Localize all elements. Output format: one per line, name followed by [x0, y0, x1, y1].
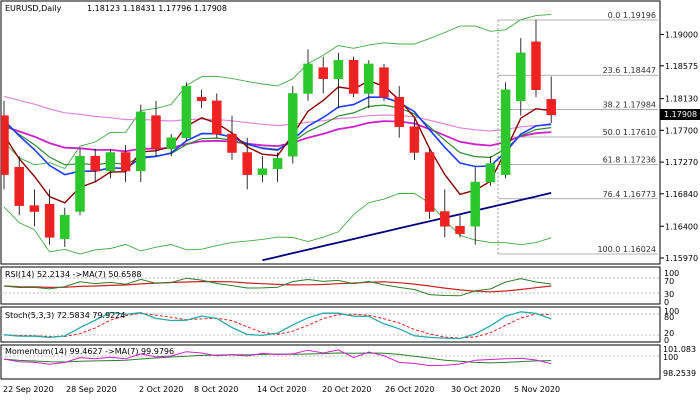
main-price-panel: 0.0 1.19196 23.6 1.18447 38.2 1.17984 50.0 … [0, 0, 661, 265]
stoch-axis-100: 100 [664, 307, 679, 316]
stoch-signal-line [3, 312, 552, 339]
bearish-candle [531, 41, 541, 91]
date-label: 8 Oct 2020 [194, 385, 238, 394]
date-label: 22 Sep 2020 [3, 385, 54, 394]
bullish-candle [516, 52, 526, 102]
bearish-candle [151, 115, 161, 150]
price-axis-label: 1.16840 [665, 190, 698, 199]
price-axis-label: 1.17700 [665, 126, 698, 135]
momentum-line [3, 349, 552, 367]
stoch-axis-20: 20 [664, 329, 674, 338]
rsi-label: RSI(14) 52.2134 ->MA(7) 50.6588 [5, 270, 142, 279]
fib-level-label: 61.8 1.17236 [603, 156, 656, 165]
bearish-candle [227, 133, 237, 153]
bullish-candle [105, 152, 116, 172]
bearish-candle [44, 203, 55, 238]
bearish-candle [440, 211, 450, 227]
date-label: 30 Oct 2020 [451, 385, 500, 394]
fib-level-label: 50.0 1.17610 [603, 128, 656, 137]
bearish-candle [14, 167, 24, 206]
bullish-candle [136, 111, 146, 172]
price-axis-label: 1.15970 [665, 254, 698, 263]
rsi-axis-70: 70 [664, 277, 674, 286]
bearish-candle [212, 100, 222, 135]
bearish-candle [424, 152, 435, 212]
price-axis-label: 1.19000 [665, 30, 698, 39]
bullish-candle [257, 168, 268, 175]
date-label: 28 Sep 2020 [66, 385, 117, 394]
bearish-candle [90, 155, 100, 172]
bullish-candle [485, 163, 496, 183]
fib-level-label: 23.6 1.18447 [603, 66, 656, 75]
bullish-candle [272, 158, 283, 169]
rsi-axis-0: 0 [664, 298, 669, 307]
current-price-badge-box [660, 109, 700, 120]
current-price-badge-text: 1.17908 [664, 110, 697, 119]
momentum-axis-982539: 98.2539 [663, 369, 696, 378]
bullish-candle [303, 63, 313, 94]
date-axis: 22 Sep 2020 28 Sep 2020 2 Oct 2020 8 Oct… [3, 385, 560, 394]
rsi-axis-100: 100 [664, 269, 679, 278]
momentum-panel-border [0, 344, 661, 380]
bearish-candle [242, 152, 252, 175]
fib-level-label: 100.0 1.16024 [597, 245, 656, 254]
price-axis-label: 1.18130 [665, 95, 698, 104]
date-label: 2 Oct 2020 [139, 385, 183, 394]
bollinger-upper-line [3, 13, 552, 170]
bullish-candle [500, 89, 511, 175]
stoch-main-line [3, 311, 552, 340]
price-axis-label: 1.18575 [665, 62, 698, 71]
rsi-panel: RSI(14) 52.2134 ->MA(7) 50.6588 100 70 3… [0, 266, 679, 307]
rsi-line [3, 277, 552, 297]
stoch-axis-80: 80 [664, 313, 674, 322]
bullish-candle [60, 214, 70, 240]
momentum-axis-101083: 101.083 [663, 345, 696, 354]
bullish-candle [181, 85, 192, 138]
bearish-candle [546, 99, 556, 116]
bearish-candle [455, 226, 465, 234]
ma-navy-line [262, 192, 552, 262]
momentum-axis-100: 100 [663, 353, 678, 362]
momentum-panel: Momentum(14) 99.4627 ->MA(7) 99.9796 101… [0, 344, 696, 380]
bearish-candle [196, 96, 207, 102]
date-label: 20 Oct 2020 [322, 385, 371, 394]
bullish-candle [166, 137, 176, 150]
fib-level-label: 38.2 1.17984 [603, 100, 656, 109]
fib-level-label: 76.4 1.16773 [603, 190, 656, 199]
price-axis: 1.19000 1.18575 1.18130 1.17700 1.17270 1.168… [660, 30, 698, 263]
current-price-badge: 1.17908 [660, 109, 700, 120]
bullish-candle [288, 93, 298, 157]
bearish-candle [394, 96, 404, 127]
price-axis-label: 1.16400 [665, 222, 698, 231]
momentum-label: Momentum(14) 99.4627 ->MA(7) 99.9796 [5, 347, 174, 356]
price-axis-label: 1.17270 [665, 158, 698, 167]
bullish-candle [364, 63, 374, 94]
date-label: 14 Oct 2020 [257, 385, 306, 394]
bearish-candle [409, 126, 420, 153]
bearish-candle [379, 67, 389, 98]
chart-header-symbol: EURUSD,Daily [5, 4, 62, 13]
bullish-candle [75, 155, 85, 212]
ma-pink-line [3, 95, 552, 132]
candlesticks [1, 19, 556, 247]
bearish-candle [120, 152, 131, 172]
bearish-candle [1, 115, 9, 175]
stoch-label: Stoch(5,3,3) 72.5834 79.9224 [5, 311, 125, 320]
chart-header-ohlc: 1.18123 1.18431 1.17796 1.17908 [87, 4, 227, 13]
bullish-candle [470, 181, 480, 227]
stoch-axis-0: 0 [664, 336, 669, 345]
bearish-candle [29, 205, 40, 212]
rsi-ma-line [3, 280, 552, 293]
date-label: 26 Oct 2020 [385, 385, 434, 394]
bullish-candle [333, 60, 344, 79]
bearish-candle [348, 60, 359, 94]
fib-level-label: 0.0 1.19196 [608, 11, 656, 20]
bearish-candle [318, 67, 328, 79]
stochastic-panel: Stoch(5,3,3) 72.5834 79.9224 100 80 20 0 [0, 306, 679, 345]
date-label: 5 Nov 2020 [514, 385, 560, 394]
rsi-axis-30: 30 [664, 290, 674, 299]
